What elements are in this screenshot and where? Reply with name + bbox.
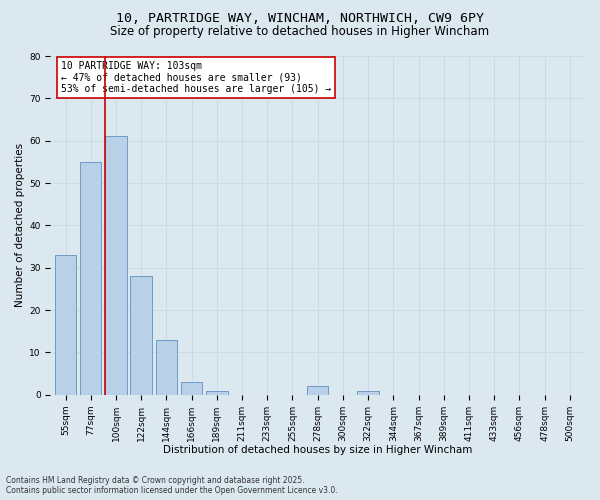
Bar (105, 136, 127, 394)
Y-axis label: Number of detached properties: Number of detached properties (15, 144, 25, 308)
Text: Size of property relative to detached houses in Higher Wincham: Size of property relative to detached ho… (110, 25, 490, 38)
Bar (130, 276, 152, 394)
X-axis label: Distribution of detached houses by size in Higher Wincham: Distribution of detached houses by size … (163, 445, 472, 455)
Bar (55, 255, 76, 394)
Bar (155, 340, 177, 394)
Text: 10 PARTRIDGE WAY: 103sqm
← 47% of detached houses are smaller (93)
53% of semi-d: 10 PARTRIDGE WAY: 103sqm ← 47% of detach… (61, 61, 331, 94)
Text: 10, PARTRIDGE WAY, WINCHAM, NORTHWICH, CW9 6PY: 10, PARTRIDGE WAY, WINCHAM, NORTHWICH, C… (116, 12, 484, 26)
Text: Contains HM Land Registry data © Crown copyright and database right 2025.
Contai: Contains HM Land Registry data © Crown c… (6, 476, 338, 495)
Bar (307, 386, 328, 394)
Bar (181, 382, 202, 394)
Bar (358, 390, 379, 394)
Bar (80, 162, 101, 394)
Bar (206, 390, 227, 394)
